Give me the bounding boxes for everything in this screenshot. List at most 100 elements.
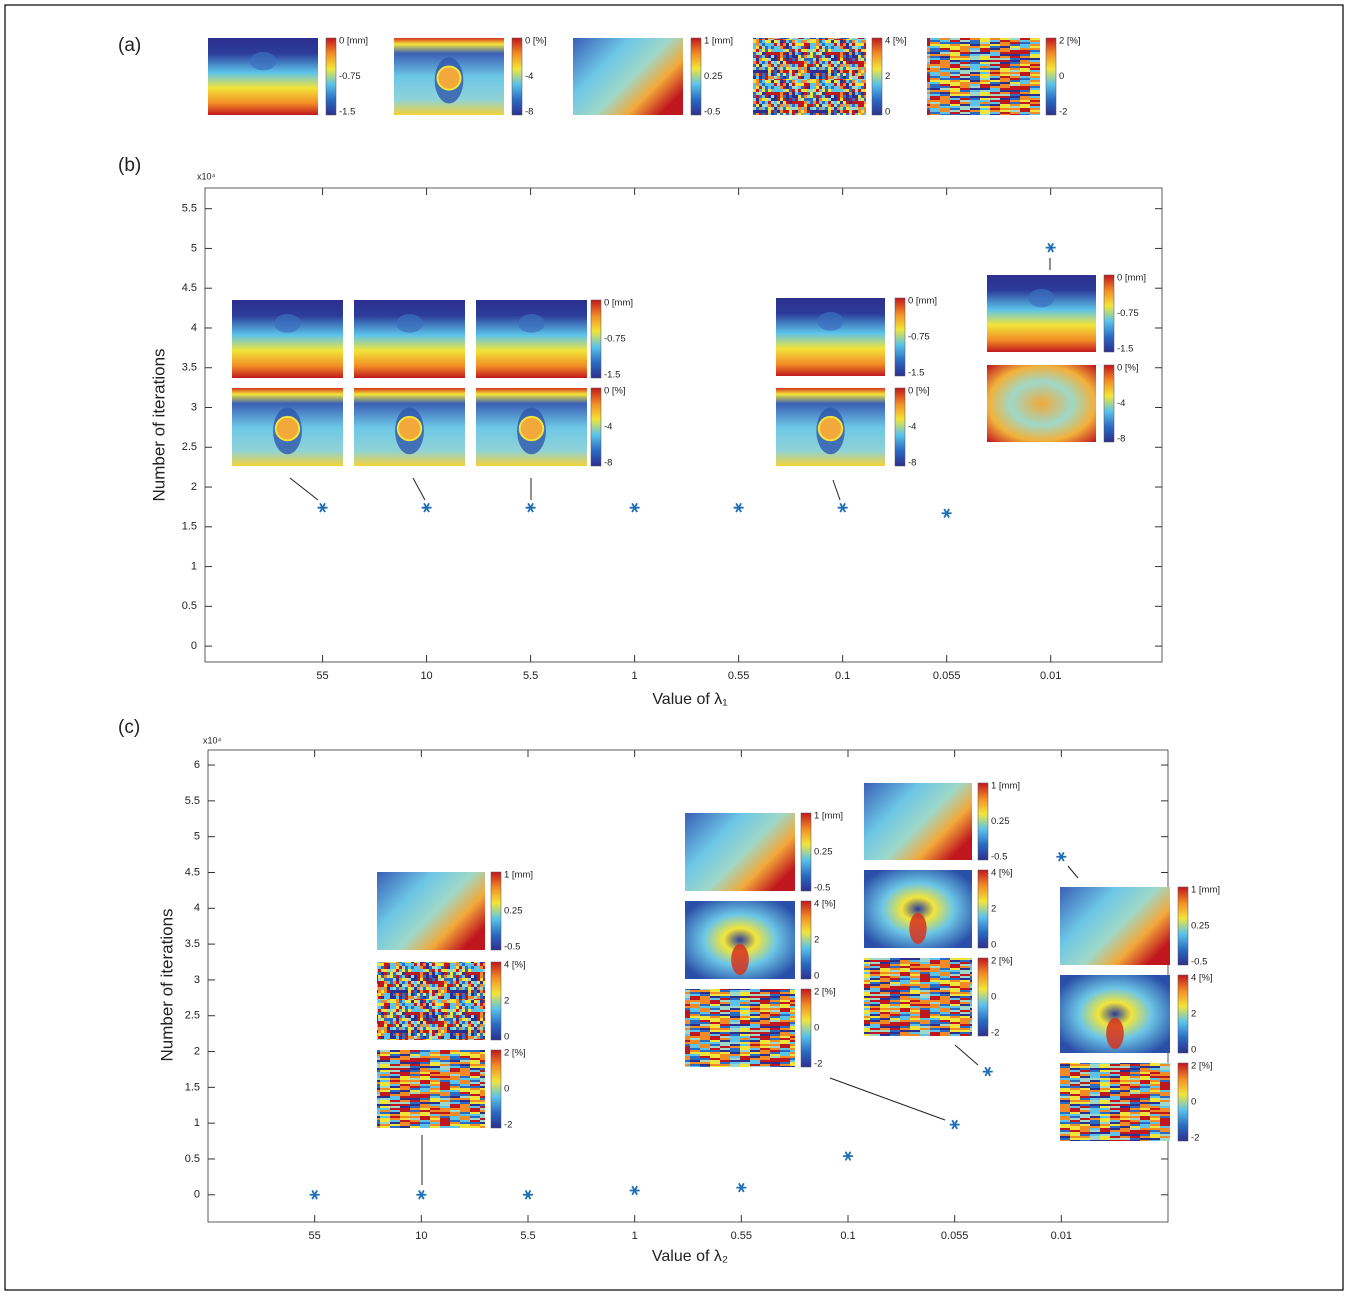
colorbar (490, 1049, 502, 1129)
data-point (949, 1119, 960, 1130)
data-point (941, 508, 952, 519)
colorbar (1103, 274, 1115, 353)
y-tick-label: 1 (194, 1117, 200, 1129)
heatmap-feature (249, 51, 277, 71)
x-tick-label: 0.01 (1051, 1230, 1072, 1242)
colorbar-label: 0 (991, 940, 996, 951)
y-tick-label: 4 (194, 902, 200, 914)
colorbar-label: 2 [%] (991, 956, 1013, 967)
colorbar-label: 2 [%] (504, 1048, 526, 1059)
colorbar-label: -1.5 (339, 107, 355, 118)
heatmap-image (476, 300, 587, 378)
colorbar-label: -1.5 (908, 368, 924, 379)
heatmap-image (864, 783, 972, 860)
data-point (525, 502, 536, 513)
colorbar-label: -8 (908, 458, 916, 469)
heatmap-feature (518, 314, 545, 333)
y-tick-label: 0 (194, 1189, 200, 1201)
colorbar (977, 957, 989, 1037)
x-tick-label: 0.055 (933, 670, 961, 682)
colorbar (490, 961, 502, 1041)
colorbar-label: -8 (1117, 434, 1125, 445)
colorbar-label: 0 (504, 1032, 509, 1043)
colorbar (1177, 974, 1189, 1054)
heatmap-image (927, 38, 1040, 115)
x-axis-label: Value of λ₁ (652, 691, 727, 708)
colorbar-label: 2 [%] (1059, 36, 1081, 47)
data-point (1045, 242, 1056, 253)
x-tick-label: 0.01 (1040, 670, 1061, 682)
x-tick-label: 0.55 (728, 670, 749, 682)
colorbar (1103, 364, 1115, 443)
plot-area (204, 187, 1163, 663)
colorbar-label: -0.75 (604, 334, 626, 345)
y-tick-label: 2 (194, 1045, 200, 1057)
colorbar-label: -1.5 (604, 370, 620, 381)
y-tick-label: 1.5 (185, 1081, 200, 1093)
colorbar-label: 0 (504, 1084, 509, 1095)
heatmap-image (685, 813, 795, 891)
heatmap-image (864, 958, 972, 1036)
colorbar-label: 1 [mm] (991, 781, 1020, 792)
colorbar-label: 0.25 (814, 847, 833, 858)
colorbar-label: 4 [%] (504, 960, 526, 971)
colorbar-label: -0.5 (814, 883, 830, 894)
colorbar (690, 37, 702, 116)
heatmap-feature (909, 912, 927, 945)
heatmap-feature (396, 314, 423, 333)
y-tick-label: 5 (194, 831, 200, 843)
colorbar (977, 869, 989, 949)
x-tick-label: 1 (632, 1230, 638, 1242)
heatmap-feature (396, 415, 423, 442)
colorbar-label: 2 [%] (1191, 1061, 1213, 1072)
colorbar-label: -0.75 (1117, 308, 1139, 319)
axis-multiplier: x10⁴ (197, 171, 216, 181)
connector (1067, 865, 1079, 879)
colorbar-label: -0.5 (991, 852, 1007, 863)
colorbar-label: 1 [mm] (814, 811, 843, 822)
y-tick-label: 3 (194, 974, 200, 986)
colorbar-label: -0.5 (704, 107, 720, 118)
y-tick-label: 4.5 (182, 282, 197, 294)
x-tick-label: 5.5 (520, 1230, 535, 1242)
colorbar-label: 1 [mm] (1191, 885, 1220, 896)
colorbar-label: 4 [%] (991, 868, 1013, 879)
heatmap-image (753, 38, 866, 115)
colorbar-label: 0.25 (504, 906, 523, 917)
colorbar-label: 0.25 (704, 71, 723, 82)
heatmap-image (208, 38, 318, 115)
data-point (1056, 851, 1067, 862)
heatmap-image (377, 872, 485, 950)
heatmap-feature (817, 312, 844, 331)
colorbar-label: 0 (1059, 71, 1064, 82)
panel-label: (c) (118, 717, 140, 738)
x-tick-label: 0.055 (941, 1230, 969, 1242)
data-point (843, 1151, 853, 1161)
colorbar (977, 782, 989, 861)
heatmap-image (685, 989, 795, 1067)
data-point (416, 1189, 427, 1200)
heatmap-image (987, 365, 1096, 442)
colorbar-label: -2 (1059, 107, 1067, 118)
panel-label: (a) (118, 35, 141, 56)
colorbar-label: 0 [%] (908, 386, 930, 397)
data-point (421, 502, 432, 513)
heatmap-feature (274, 415, 301, 442)
connector (412, 477, 426, 501)
y-tick-label: 3.5 (182, 362, 197, 374)
data-point (736, 1182, 747, 1193)
colorbar (871, 37, 883, 116)
colorbar (490, 871, 502, 951)
colorbar-label: -2 (504, 1120, 512, 1131)
colorbar (894, 297, 906, 377)
colorbar-label: 0 (991, 992, 996, 1003)
heatmap-feature (436, 65, 462, 91)
colorbar-label: -4 (908, 422, 916, 433)
x-tick-label: 0.1 (835, 670, 850, 682)
data-point (317, 502, 328, 513)
y-tick-label: 4.5 (185, 866, 200, 878)
colorbar (800, 812, 812, 892)
heatmap-image (377, 962, 485, 1040)
colorbar-label: 0 [mm] (604, 298, 633, 309)
